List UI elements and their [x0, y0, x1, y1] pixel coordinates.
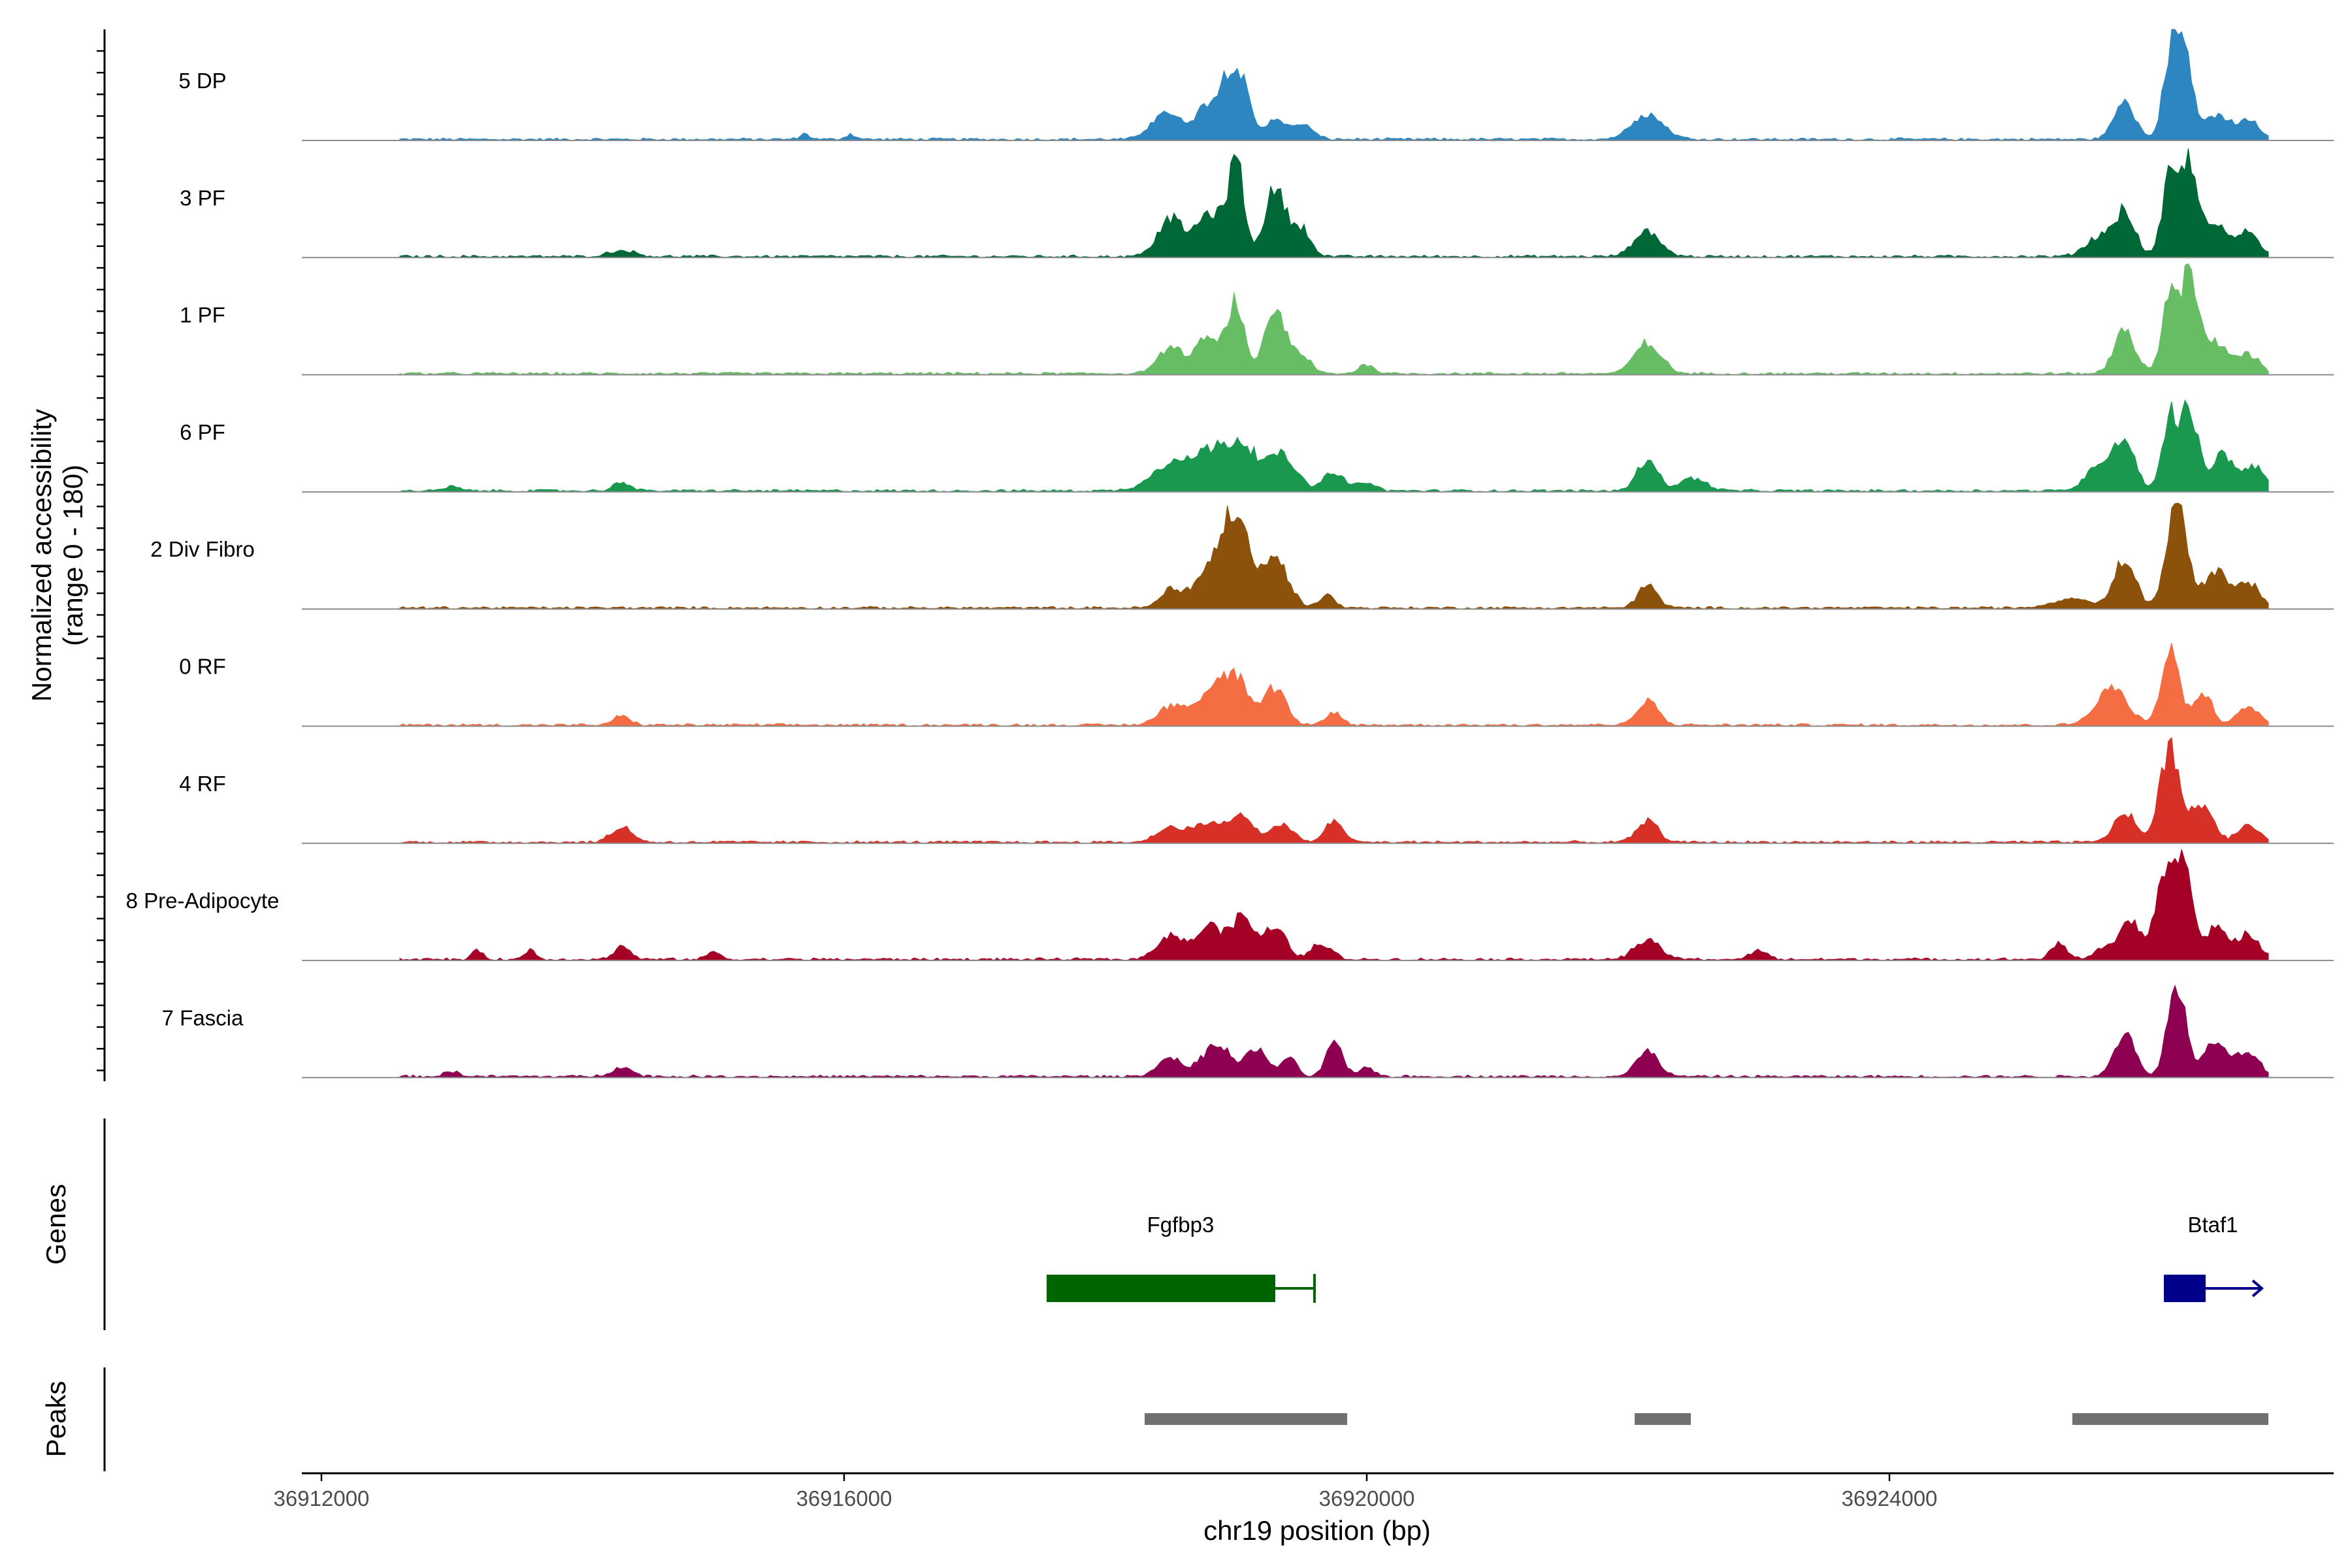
peak-region-bar: [1635, 1413, 1691, 1425]
coverage-area: [399, 148, 2269, 258]
coverage-y-ticks: [97, 50, 105, 1071]
track-0-rf: 0 RF: [179, 643, 2334, 727]
gene-strand-arrow: [2251, 1279, 2264, 1298]
x-tick-label: 36912000: [274, 1486, 370, 1511]
track-label: 8 Pre-Adipocyte: [126, 889, 280, 913]
gene-exon-block: [1047, 1275, 1275, 1302]
coverage-area: [399, 984, 2269, 1078]
track-2-div-fibro: 2 Div Fibro: [150, 502, 2334, 610]
peak-regions: [1145, 1413, 2268, 1425]
track-5-dp: 5 DP: [178, 29, 2334, 141]
track-6-pf: 6 PF: [180, 399, 2334, 493]
peak-region-bar: [1145, 1413, 1347, 1425]
x-tick-label: 36916000: [796, 1486, 892, 1511]
y-axis-range: (range 0 - 180): [57, 465, 88, 646]
track-1-pf: 1 PF: [180, 263, 2334, 376]
coverage-area: [399, 502, 2269, 610]
track-label: 4 RF: [179, 772, 226, 796]
x-tick-label: 36920000: [1319, 1486, 1415, 1511]
coverage-area: [399, 399, 2269, 493]
track-label: 7 Fascia: [162, 1005, 244, 1030]
x-tick-label: 36924000: [1842, 1486, 1938, 1511]
track-label: 6 PF: [180, 420, 225, 444]
gene-annotations: Fgfbp3 Btaf1: [1047, 1213, 2264, 1303]
track-3-pf: 3 PF: [180, 148, 2334, 259]
peaks-panel-title: Peaks: [41, 1381, 71, 1458]
gene-label: Fgfbp3: [1147, 1213, 1215, 1237]
y-axis-title: Normalized accessibility: [26, 409, 57, 702]
track-label: 0 RF: [179, 655, 226, 679]
coverage-area: [399, 849, 2269, 961]
gene-btaf1: Btaf1: [2164, 1213, 2264, 1302]
track-8-pre-adipocyte: 8 Pre-Adipocyte: [126, 849, 2334, 962]
gene-fgfbp3: Fgfbp3: [1047, 1213, 1316, 1303]
coverage-area: [399, 263, 2269, 376]
coverage-tracks: 5 DP 3 PF 1 PF 6 PF 2 Div Fibro 0 RF 4 RF 8 Pre…: [126, 29, 2334, 1079]
gene-label: Btaf1: [2187, 1213, 2238, 1237]
coverage-area: [399, 736, 2269, 844]
x-axis-title: chr19 position (bp): [1203, 1515, 1431, 1546]
track-label: 2 Div Fibro: [150, 537, 255, 561]
coverage-area: [399, 643, 2269, 727]
genes-panel-title: Genes: [41, 1184, 71, 1265]
track-label: 5 DP: [178, 69, 226, 93]
track-4-rf: 4 RF: [179, 736, 2334, 844]
peak-region-bar: [2072, 1413, 2268, 1425]
x-axis-ticks: 36912000 36916000 36920000 36924000: [274, 1473, 1938, 1511]
track-label: 1 PF: [180, 303, 225, 327]
gene-exon-block: [2164, 1275, 2206, 1302]
track-7-fascia: 7 Fascia: [162, 984, 2334, 1079]
coverage-area: [399, 29, 2269, 141]
track-label: 3 PF: [180, 186, 225, 210]
